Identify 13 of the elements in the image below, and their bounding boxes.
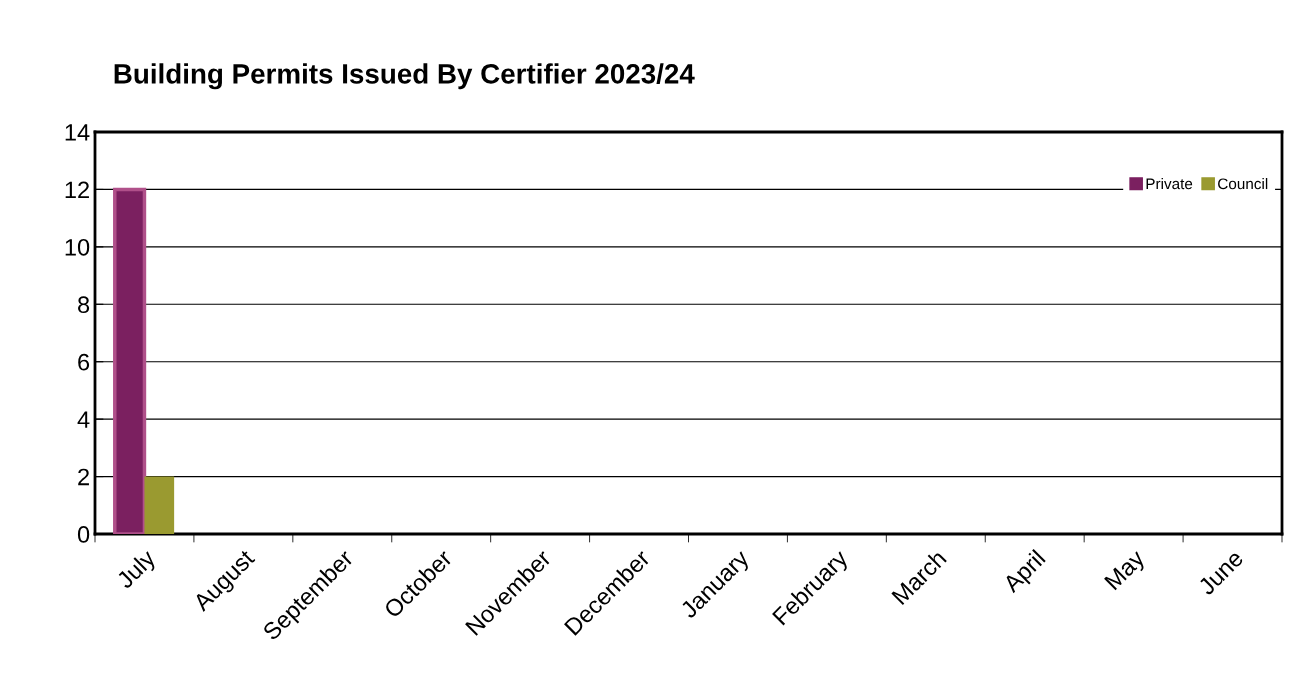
legend-label: Private <box>1146 177 1193 190</box>
y-tick-label: 0 <box>77 526 90 543</box>
x-tick-label: May <box>1104 548 1150 594</box>
y-tick-label: 4 <box>77 411 90 428</box>
chart-title: Building Permits Issued By Certifier 2023/24 <box>114 63 695 90</box>
y-tick-label: 10 <box>65 238 90 256</box>
y-tick-label: 2 <box>78 468 89 486</box>
y-tick-label: 8 <box>78 296 90 314</box>
y-tick-label: 14 <box>65 124 90 141</box>
legend-label: Council <box>1218 177 1268 190</box>
y-tick-label: 6 <box>78 353 90 371</box>
x-tick-label: July <box>115 547 160 593</box>
y-tick-label: 12 <box>65 181 89 198</box>
